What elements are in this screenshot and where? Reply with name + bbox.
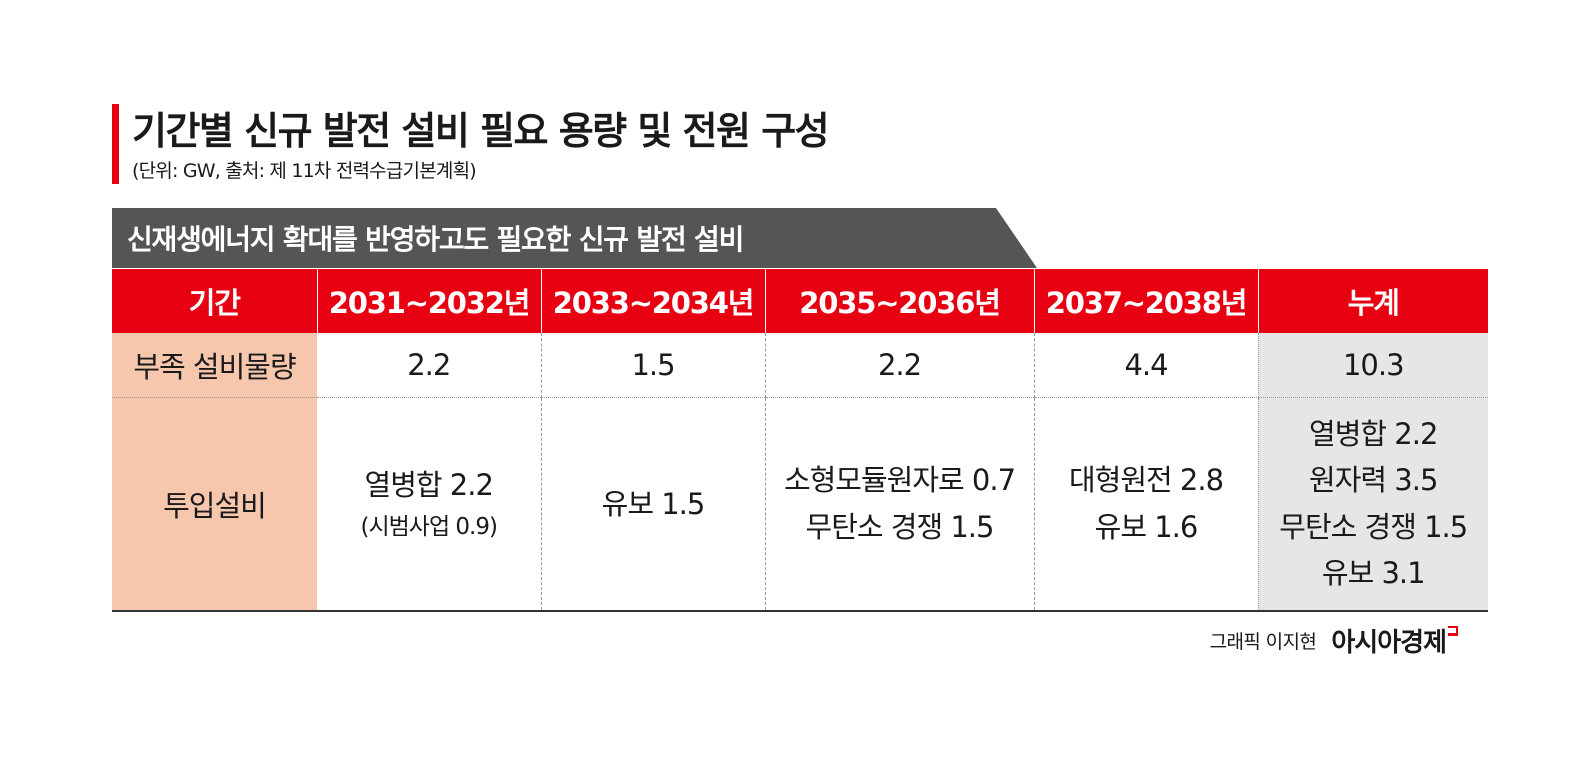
investment-line: 유보 1.6 <box>1094 509 1199 544</box>
header-2033-2034: 2033~2034년 <box>540 269 765 333</box>
investment-line: 유보 1.5 <box>601 486 706 521</box>
page-subtitle: (단위: GW, 출처: 제 11차 전력수급기본계획) <box>132 160 477 182</box>
shortage-value-2031-2032: 2.2 <box>317 333 541 398</box>
investment-cell-2035-2036: 소형모듈원자로 0.7 무탄소 경쟁 1.5 <box>764 397 1034 612</box>
investment-cell-2033-2034: 유보 1.5 <box>540 397 765 612</box>
investment-line: 열병합 2.2 <box>1309 416 1438 451</box>
investment-cell-total: 열병합 2.2 원자력 3.5 무탄소 경쟁 1.5 유보 3.1 <box>1257 397 1488 612</box>
logo-mark-icon <box>1448 626 1458 636</box>
investment-line: 원자력 3.5 <box>1309 463 1438 498</box>
footer: 그래픽 이지현 아시아경제 <box>1210 622 1458 659</box>
shortage-value-2035-2036: 2.2 <box>764 333 1034 398</box>
row-label-investment: 투입설비 <box>112 397 317 612</box>
shortage-value-2033-2034: 1.5 <box>540 333 765 398</box>
capacity-table: 기간 2031~2032년 2033~2034년 2035~2036년 2037… <box>112 269 1488 612</box>
investment-cell-2037-2038: 대형원전 2.8 유보 1.6 <box>1033 397 1258 612</box>
header-total: 누계 <box>1257 269 1488 333</box>
shortage-value-2037-2038: 4.4 <box>1033 333 1258 398</box>
row-label-shortage: 부족 설비물량 <box>112 333 317 398</box>
investment-line: 무탄소 경쟁 1.5 <box>1279 509 1468 544</box>
header-2035-2036: 2035~2036년 <box>764 269 1034 333</box>
publisher-logo: 아시아경제 <box>1331 628 1447 658</box>
title-accent-bar <box>112 104 119 184</box>
investment-line: 열병합 2.2 <box>364 468 494 503</box>
header-2037-2038: 2037~2038년 <box>1033 269 1258 333</box>
investment-note: (시범사업 0.9) <box>360 513 498 540</box>
investment-line: 유보 3.1 <box>1321 556 1426 591</box>
table-row-shortage: 부족 설비물량 2.2 1.5 2.2 4.4 10.3 <box>112 333 1488 398</box>
header-period: 기간 <box>112 269 317 333</box>
investment-line: 무탄소 경쟁 1.5 <box>805 509 995 544</box>
graphic-credit: 그래픽 이지현 <box>1209 631 1317 653</box>
header-2031-2032: 2031~2032년 <box>316 269 541 333</box>
banner-text: 신재생에너지 확대를 반영하고도 필요한 신규 발전 설비 <box>127 223 744 256</box>
investment-cell-2031-2032: 열병합 2.2 (시범사업 0.9) <box>317 397 541 612</box>
table-header-row: 기간 2031~2032년 2033~2034년 2035~2036년 2037… <box>112 269 1488 333</box>
shortage-value-total: 10.3 <box>1257 333 1488 398</box>
investment-line: 대형원전 2.8 <box>1068 463 1224 498</box>
investment-line: 소형모듈원자로 0.7 <box>783 463 1016 498</box>
section-banner: 신재생에너지 확대를 반영하고도 필요한 신규 발전 설비 <box>112 208 1037 268</box>
page-title: 기간별 신규 발전 설비 필요 용량 및 전원 구성 <box>132 109 830 153</box>
table-row-investment: 투입설비 열병합 2.2 (시범사업 0.9) 유보 1.5 소형모듈원자로 0… <box>112 397 1488 612</box>
